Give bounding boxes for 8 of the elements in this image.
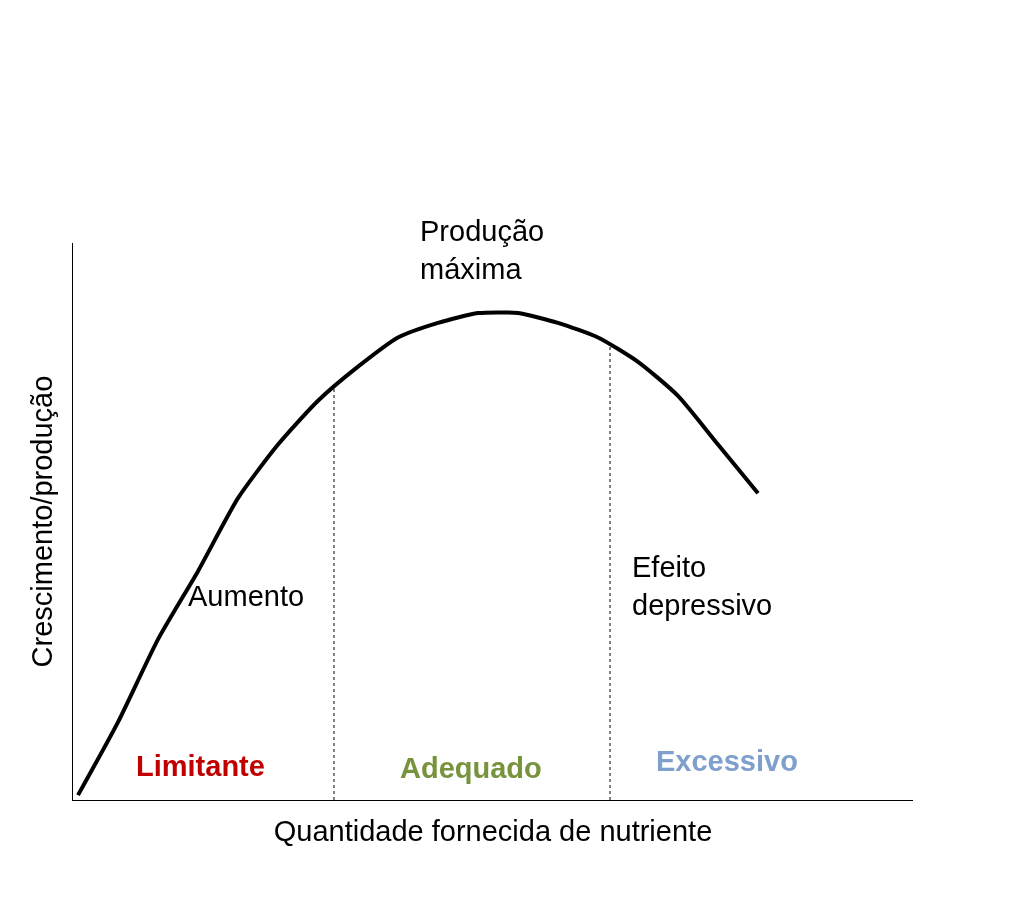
y-axis-title: Crescimento/produção xyxy=(26,375,59,668)
x-axis-title: Quantidade fornecida de nutriente xyxy=(273,814,713,847)
annotation: Adequado xyxy=(400,752,542,784)
annotation: Excessivo xyxy=(656,745,798,777)
annotation: Aumento xyxy=(188,580,305,612)
annotation: Limitante xyxy=(136,750,265,782)
annotation: Efeito depressivo xyxy=(632,551,773,621)
text: Produção máxima xyxy=(420,215,545,285)
